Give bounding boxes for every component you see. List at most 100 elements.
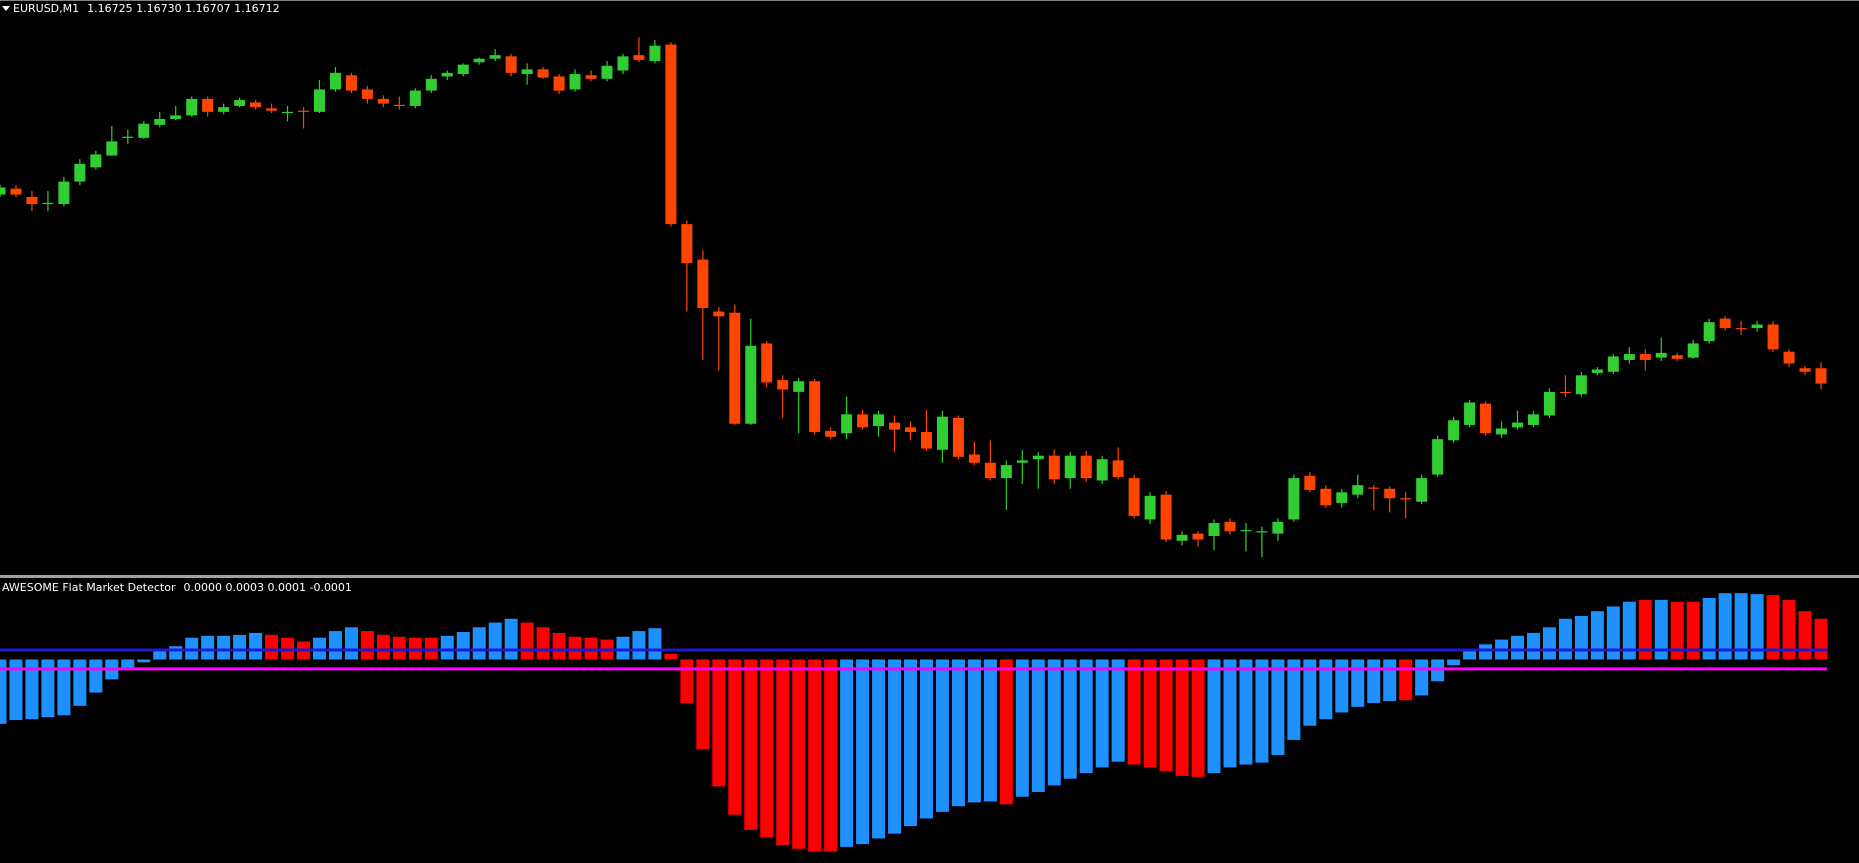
histogram-bar xyxy=(1558,618,1572,660)
histogram-bar xyxy=(856,659,870,845)
candle-body xyxy=(761,343,773,383)
candle-body xyxy=(1400,498,1412,500)
candle-body xyxy=(697,259,709,308)
histogram-bar xyxy=(648,628,662,660)
candle-body xyxy=(729,312,741,424)
candle-body xyxy=(505,56,517,73)
candle-body xyxy=(984,462,996,479)
histogram-bar xyxy=(696,659,710,750)
candle-body xyxy=(74,163,86,182)
candle-body xyxy=(329,72,341,90)
histogram-bar xyxy=(1383,659,1397,702)
candle-body xyxy=(186,98,198,116)
candle-body xyxy=(1048,455,1060,480)
histogram-bar xyxy=(824,659,838,852)
candle-body xyxy=(1655,352,1667,358)
candle-body xyxy=(1272,521,1284,534)
candle-body xyxy=(889,422,901,430)
candle-body xyxy=(1224,521,1236,532)
candle-body xyxy=(122,136,134,138)
histogram-bar xyxy=(967,659,981,803)
histogram-bar xyxy=(504,618,518,660)
histogram-bar xyxy=(9,659,23,721)
candle-body xyxy=(441,72,453,77)
histogram-bar xyxy=(121,659,135,668)
candle-body xyxy=(1703,322,1715,342)
candle-body xyxy=(1671,355,1683,359)
histogram-bar xyxy=(1606,606,1620,660)
candle-body xyxy=(409,90,421,106)
histogram-bar xyxy=(776,659,790,846)
histogram-bar xyxy=(89,659,103,693)
histogram-bar xyxy=(456,632,470,660)
histogram-bar xyxy=(169,646,183,660)
histogram-bar xyxy=(1079,659,1093,774)
candle-body xyxy=(154,118,166,125)
histogram-bar xyxy=(792,659,806,849)
histogram-bar xyxy=(951,659,965,807)
ohlc-values: 1.16725 1.16730 1.16707 1.16712 xyxy=(87,1,280,15)
histogram-bar xyxy=(0,659,7,724)
candle-body xyxy=(1559,391,1571,394)
histogram-bar xyxy=(1063,659,1077,779)
candle-body xyxy=(1623,354,1635,360)
histogram-bar xyxy=(616,636,630,660)
candle-body xyxy=(1368,487,1380,489)
candle-body xyxy=(1607,356,1619,372)
candle-body xyxy=(1496,428,1508,435)
candle-body xyxy=(920,432,932,449)
histogram-bar xyxy=(265,634,279,660)
candle-body xyxy=(489,55,501,59)
candle-body xyxy=(1208,523,1220,537)
histogram-bar xyxy=(1542,627,1556,660)
pane-separator xyxy=(0,575,1859,578)
histogram-bar xyxy=(344,627,358,660)
histogram-bar xyxy=(217,635,231,660)
histogram-bar xyxy=(1175,659,1189,776)
histogram-bar xyxy=(1159,659,1173,772)
candle-body xyxy=(1128,478,1140,516)
histogram-bar xyxy=(552,632,566,660)
histogram-bar xyxy=(1686,601,1700,660)
histogram-bar xyxy=(1367,659,1381,704)
histogram-bar xyxy=(1143,659,1157,768)
histogram-bar xyxy=(536,627,550,660)
histogram-bar xyxy=(153,650,167,660)
histogram-bar xyxy=(1399,659,1413,701)
candle-body xyxy=(1591,369,1603,373)
candle-body xyxy=(825,430,837,437)
candle-body xyxy=(58,181,70,205)
histogram-bar xyxy=(680,659,694,704)
candle-body xyxy=(1144,495,1156,520)
candle-body xyxy=(90,154,102,168)
histogram-bar xyxy=(1047,659,1061,786)
histogram-bar xyxy=(73,659,87,706)
histogram-bar xyxy=(1239,659,1253,765)
candle-body xyxy=(345,75,357,91)
histogram-bar xyxy=(983,659,997,802)
histogram-bar xyxy=(1638,599,1652,660)
histogram-bar xyxy=(1766,595,1780,660)
candle-body xyxy=(1112,460,1124,477)
histogram-bar xyxy=(392,636,406,660)
histogram-bar xyxy=(1031,659,1045,792)
candle-body xyxy=(1064,455,1076,479)
candle-body xyxy=(313,89,325,112)
histogram-bar xyxy=(664,653,678,660)
histogram-bar xyxy=(1670,601,1684,660)
candle-body xyxy=(665,44,677,225)
candle-body xyxy=(0,187,6,195)
candle-body xyxy=(585,75,597,79)
candle-body xyxy=(1639,354,1651,360)
candle-body xyxy=(601,65,613,79)
histogram-bar xyxy=(1511,635,1524,660)
histogram-bar xyxy=(41,659,55,718)
histogram-bar xyxy=(1798,611,1812,660)
candle-body xyxy=(1336,492,1348,503)
candle-body xyxy=(1016,460,1028,463)
histogram-bar xyxy=(328,631,342,660)
histogram-bar xyxy=(568,636,582,660)
candle-body xyxy=(42,202,54,205)
candle-body xyxy=(1240,530,1252,532)
